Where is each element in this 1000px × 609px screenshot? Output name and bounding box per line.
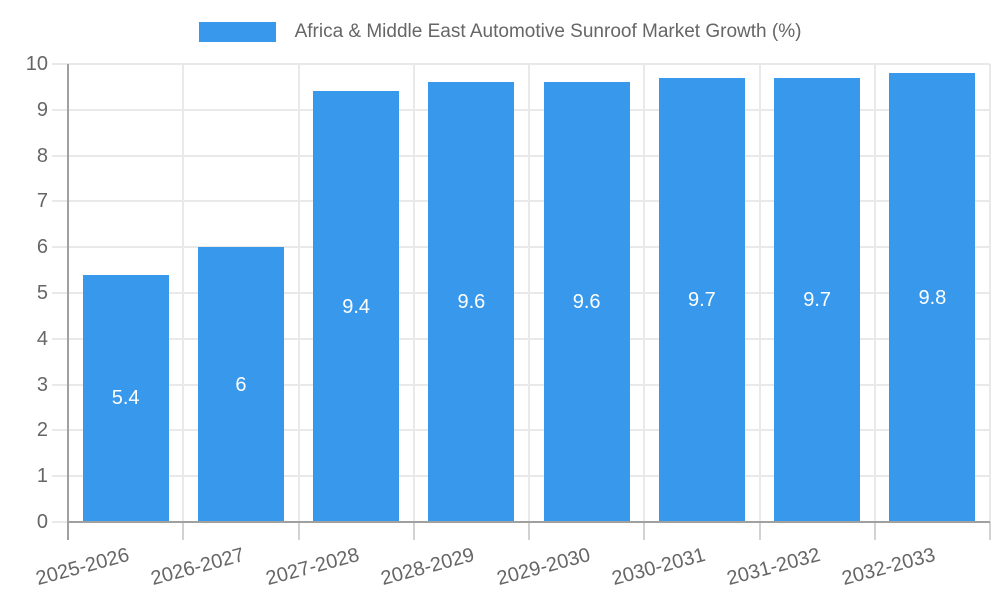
gridline-horizontal	[52, 383, 990, 386]
bar-value-label: 9.8	[918, 286, 947, 309]
gridline-horizontal	[52, 108, 990, 111]
y-tick-label: 9	[36, 98, 48, 121]
y-tick-label: 6	[36, 236, 48, 259]
gridline-horizontal	[52, 246, 990, 249]
bar[interactable]: 5.4	[82, 274, 169, 522]
gridline-vertical	[643, 64, 646, 522]
y-tick-label: 5	[36, 282, 48, 304]
x-axis-tick	[758, 522, 761, 540]
legend-item[interactable]: Africa & Middle East Automotive Sunroof …	[198, 21, 802, 43]
bar-value-label: 9.7	[803, 288, 832, 311]
bar[interactable]: 9.7	[658, 77, 745, 522]
gridline-vertical	[297, 64, 300, 522]
bar-value-label: 9.6	[457, 291, 486, 314]
bar-value-label: 9.7	[687, 288, 716, 311]
gridline-vertical	[873, 64, 876, 522]
x-axis-labels: 2025-2026 2026-2027 2027-2028 2028-2029 2029…	[33, 544, 990, 600]
y-tick-label: 2	[36, 419, 48, 442]
x-axis-tick	[873, 522, 876, 540]
gridline-horizontal	[52, 154, 990, 157]
x-axis-tick	[643, 522, 646, 540]
gridline-vertical	[758, 64, 761, 522]
gridline-horizontal	[52, 63, 990, 65]
gridline-vertical	[989, 64, 991, 522]
x-axis-line	[68, 521, 990, 523]
bar-value-label: 9.6	[572, 291, 601, 314]
y-tick-label: 8	[36, 144, 48, 167]
gridline-vertical	[412, 64, 415, 522]
x-axis-tick	[989, 522, 991, 540]
bar[interactable]: 6	[197, 247, 284, 522]
bar[interactable]: 9.8	[889, 73, 976, 522]
y-axis-labels: 0 1 2 3 4 5 6 7 8 9 10	[0, 53, 48, 533]
gridline-horizontal	[52, 337, 990, 340]
gridline-vertical	[528, 64, 530, 522]
x-axis-tick	[297, 522, 300, 540]
bar-value-label: 6	[235, 373, 247, 396]
y-tick-label: 7	[36, 190, 48, 213]
gridline-horizontal	[52, 292, 990, 294]
plot-area: 5.4 6 9.4 9.6 9.6 9.7 9.7 9.8	[52, 63, 991, 540]
bar[interactable]: 9.6	[543, 82, 630, 522]
bar[interactable]: 9.6	[428, 82, 515, 522]
y-axis-line	[67, 64, 69, 540]
bar-value-label: 5.4	[111, 387, 140, 410]
x-axis-tick	[412, 522, 415, 540]
bar[interactable]: 9.7	[774, 77, 861, 522]
x-axis-tick	[182, 522, 185, 540]
gridline-horizontal	[52, 200, 990, 203]
legend-swatch	[198, 22, 276, 42]
y-tick-label: 0	[36, 511, 48, 533]
y-tick-label: 1	[36, 465, 48, 488]
legend-label: Africa & Middle East Automotive Sunroof …	[294, 21, 802, 42]
gridline-horizontal	[52, 475, 990, 478]
x-axis-tick	[528, 522, 530, 540]
y-tick-label: 10	[25, 53, 48, 75]
gridline-vertical	[182, 64, 185, 522]
gridline-horizontal	[52, 429, 990, 432]
bar-value-label: 9.4	[342, 295, 371, 318]
y-tick-label: 3	[36, 373, 48, 396]
bar[interactable]: 9.4	[313, 91, 400, 522]
y-tick-label: 4	[36, 327, 48, 350]
legend: Africa & Middle East Automotive Sunroof …	[0, 20, 1000, 44]
